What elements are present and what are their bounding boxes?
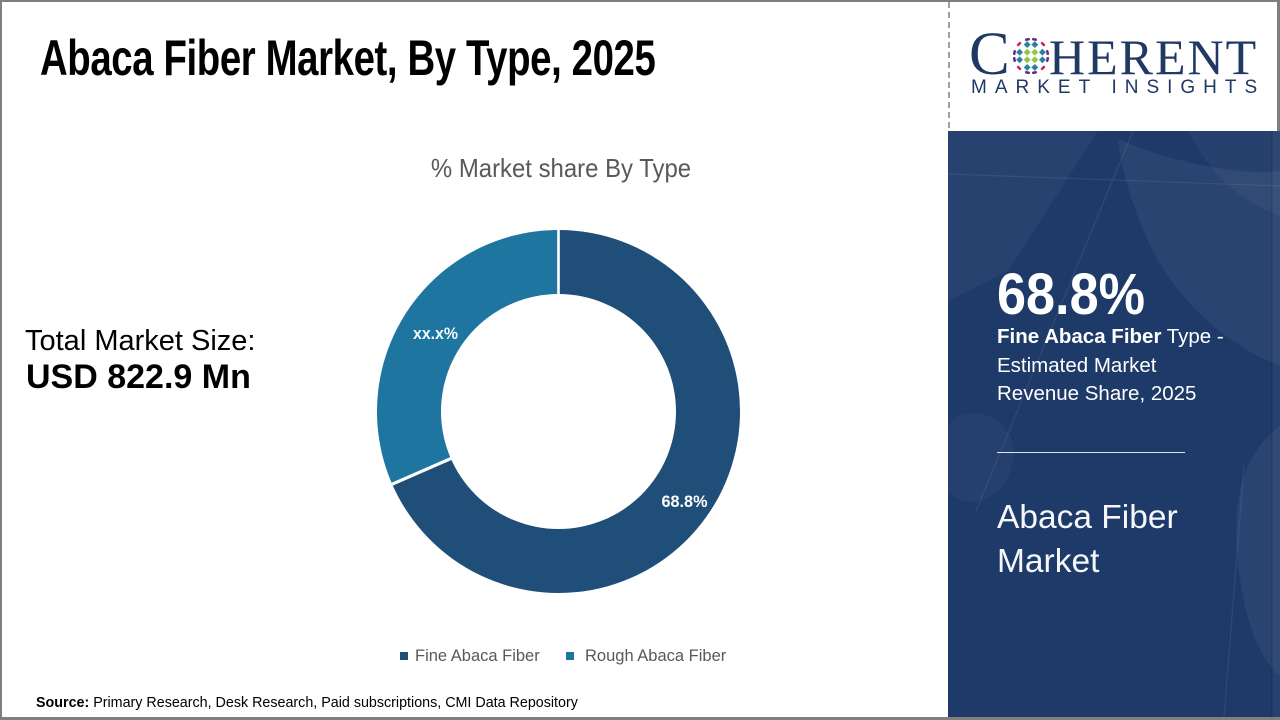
svg-text:xx.x%: xx.x%: [413, 325, 458, 343]
svg-text:68.8%: 68.8%: [662, 493, 708, 511]
